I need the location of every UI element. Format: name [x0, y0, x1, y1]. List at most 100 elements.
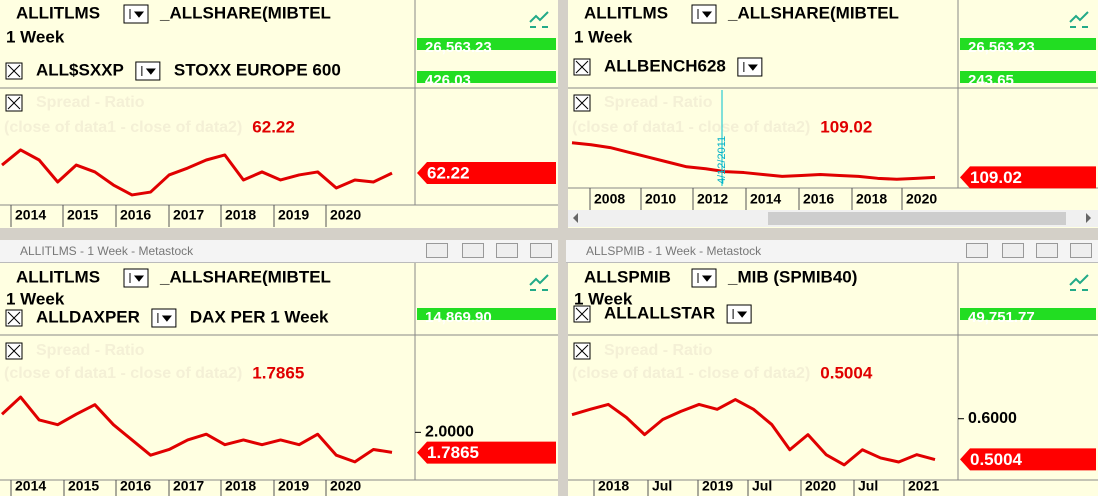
close-button[interactable]	[1070, 243, 1092, 258]
toggle-cross	[575, 307, 589, 321]
toggle-cross	[7, 344, 21, 358]
dropdown-arrow	[129, 9, 145, 19]
price-label-bg	[960, 71, 1096, 83]
window-title: ALLITLMS - 1 Week - Metastock	[20, 244, 194, 258]
price-label-bg	[960, 308, 1096, 320]
security-name: STOXX EUROPE 600	[174, 60, 341, 79]
indicator-value: 0.5004	[820, 363, 873, 382]
x-tick-label: 2016	[120, 478, 151, 494]
dropdown-arrow	[697, 273, 713, 283]
period: 1 Week	[6, 27, 65, 46]
chart-icon	[529, 274, 549, 291]
window-button[interactable]	[966, 243, 988, 258]
toggle-cross	[575, 60, 589, 74]
minimize-button[interactable]	[462, 243, 484, 258]
x-tick-label: 2014	[750, 191, 781, 207]
x-tick-label: 2014	[15, 478, 46, 494]
x-tick-label: 2015	[68, 478, 99, 494]
window-title-bar: ALLITLMS - 1 Week - Metastock	[0, 240, 558, 263]
index-name: _ALLSHARE(MIBTEL	[727, 3, 899, 22]
ratio-line	[571, 398, 936, 467]
x-tick-label: Jul	[652, 478, 672, 494]
indicator-name: Spread - Ratio	[604, 342, 713, 359]
chart-icon	[1069, 11, 1089, 28]
toggle-cross	[7, 64, 21, 78]
price-label-bg	[417, 38, 556, 50]
last-value-bg	[417, 162, 556, 185]
last-value: 62.22	[427, 164, 470, 183]
x-tick-label: 2018	[598, 478, 629, 494]
background	[0, 0, 558, 228]
x-tick-label: 2019	[278, 478, 309, 494]
price-label: 49,751.77	[968, 309, 1035, 326]
window-button[interactable]	[426, 243, 448, 258]
x-tick-label: 2018	[225, 207, 256, 223]
x-tick-label: 2020	[906, 191, 937, 207]
index-name: _MIB (SPMIB40)	[727, 267, 857, 286]
x-tick-label: 2021	[908, 478, 939, 494]
window-title: ALLSPMIB - 1 Week - Metastock	[586, 244, 762, 258]
price-label: 14,869.90	[425, 309, 492, 326]
indicator-formula: (close of data1 - close of data2)	[572, 119, 810, 136]
last-value: 0.5004	[970, 450, 1023, 469]
maximize-button[interactable]	[1036, 243, 1058, 258]
scroll-arrow[interactable]	[573, 213, 578, 223]
period: 1 Week	[6, 289, 65, 308]
symbol: ALLALLSTAR	[604, 303, 715, 322]
indicator-value: 1.7865	[252, 363, 304, 382]
x-tick-label: 2014	[15, 207, 46, 223]
x-tick-label: 2012	[697, 191, 728, 207]
dropdown-arrow	[743, 62, 758, 72]
toggle-cross	[575, 344, 589, 358]
ratio-line	[571, 141, 936, 181]
symbol: ALLSPMIB	[584, 267, 671, 286]
x-tick-label: 2017	[173, 207, 204, 223]
symbol: ALLITLMS	[16, 3, 100, 22]
minimize-button[interactable]	[1002, 243, 1024, 258]
scroll-arrow[interactable]	[1086, 213, 1091, 223]
chart-icon	[529, 11, 549, 28]
indicator-formula: (close of data1 - close of data2)	[4, 119, 242, 136]
price-label-bg	[960, 38, 1096, 50]
x-tick-label: 2019	[702, 478, 733, 494]
x-tick-label: 2019	[278, 207, 309, 223]
price-label: 243.65	[968, 72, 1014, 89]
x-tick-label: 2018	[856, 191, 887, 207]
scrollbar-thumb[interactable]	[768, 212, 1066, 225]
maximize-button[interactable]	[496, 243, 518, 258]
x-tick-label: Jul	[752, 478, 772, 494]
last-value-bg	[417, 441, 556, 464]
dropdown-arrow	[157, 313, 172, 323]
x-tick-label: Jul	[858, 478, 878, 494]
indicator-name: Spread - Ratio	[36, 342, 145, 359]
toggle-cross	[7, 311, 21, 325]
dropdown-arrow	[141, 66, 156, 76]
symbol: ALLITLMS	[16, 267, 100, 286]
close-button[interactable]	[530, 243, 552, 258]
x-tick-label: 2016	[803, 191, 834, 207]
last-value: 1.7865	[427, 443, 479, 462]
y-tick-label: 2.0000	[425, 424, 474, 441]
price-label: 26,563.23	[968, 39, 1035, 56]
symbol: ALLBENCH628	[604, 56, 726, 75]
toggle-cross	[575, 96, 589, 110]
chart-icon	[1069, 274, 1089, 291]
symbol: ALL$SXXP	[36, 60, 124, 79]
window-title-bar: ALLSPMIB - 1 Week - Metastock	[566, 240, 1098, 263]
dropdown-arrow	[732, 309, 748, 319]
last-value-bg	[960, 448, 1096, 471]
x-tick-label: 2020	[330, 207, 361, 223]
x-tick-label: 2020	[330, 478, 361, 494]
symbol: ALLITLMS	[584, 3, 668, 22]
period: 1 Week	[574, 289, 633, 308]
indicator-name: Spread - Ratio	[604, 94, 713, 111]
x-tick-label: 2008	[594, 191, 625, 207]
x-tick-label: 2020	[805, 478, 836, 494]
symbol: ALLDAXPER	[36, 307, 140, 326]
x-tick-label: 2018	[225, 478, 256, 494]
ratio-line	[1, 148, 393, 197]
price-label-bg	[417, 71, 556, 83]
